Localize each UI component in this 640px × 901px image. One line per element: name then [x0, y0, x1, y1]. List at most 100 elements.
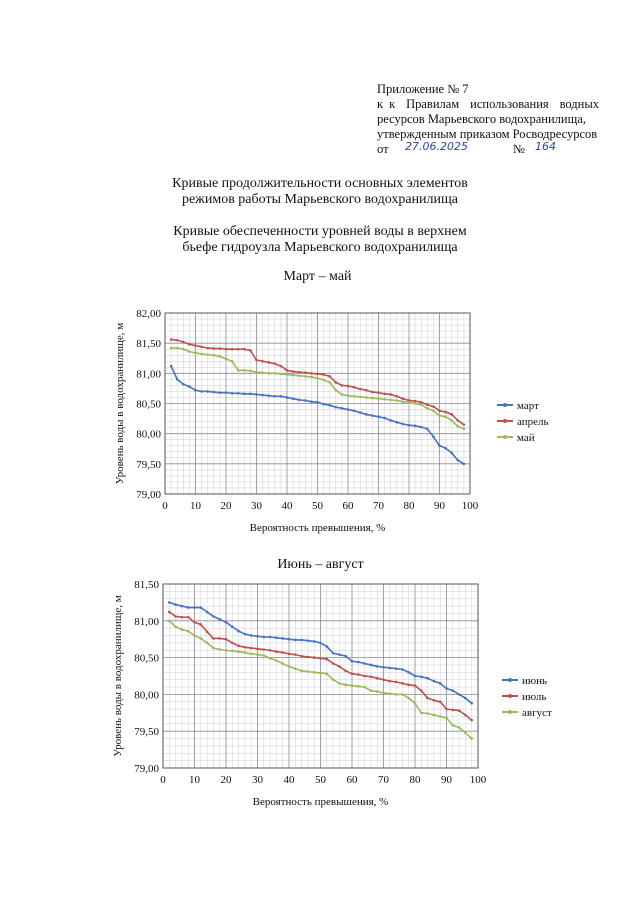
- point: [281, 662, 285, 665]
- point: [256, 634, 259, 638]
- point: [350, 672, 354, 676]
- x-tick-label: 0: [160, 774, 166, 786]
- point: [445, 707, 448, 711]
- point: [200, 352, 203, 356]
- point: [224, 637, 228, 641]
- point: [383, 392, 386, 396]
- point: [450, 419, 454, 422]
- point: [273, 362, 277, 365]
- y-tick-label: 80,50: [136, 399, 161, 411]
- plot-border: [162, 583, 479, 769]
- point: [279, 394, 283, 398]
- point: [199, 606, 203, 609]
- point: [401, 693, 404, 696]
- point: [457, 693, 461, 696]
- point: [291, 397, 295, 400]
- point: [273, 394, 277, 398]
- point: [464, 731, 467, 734]
- x-tick-label: 40: [284, 774, 296, 786]
- y-tick-label: 79,00: [134, 763, 159, 775]
- point: [199, 637, 203, 640]
- legend-marker: [503, 419, 507, 423]
- point: [297, 374, 301, 378]
- x-tick-label: 100: [470, 774, 487, 786]
- point: [426, 403, 429, 407]
- point: [261, 393, 264, 397]
- point: [438, 682, 442, 685]
- x-tick-label: 80: [410, 774, 422, 786]
- point: [267, 372, 271, 375]
- y-tick-label: 81,00: [134, 616, 159, 628]
- point: [212, 646, 215, 650]
- legend-label: август: [522, 707, 552, 719]
- point: [358, 395, 362, 399]
- legend-marker: [503, 403, 507, 407]
- point: [267, 394, 271, 397]
- point: [287, 637, 291, 641]
- point: [205, 630, 209, 634]
- point: [432, 698, 436, 702]
- point: [401, 682, 404, 685]
- point: [218, 637, 221, 640]
- point: [451, 708, 455, 712]
- point: [194, 344, 197, 347]
- x-tick-label: 50: [315, 774, 327, 786]
- point: [382, 678, 385, 681]
- point: [457, 726, 461, 729]
- point: [249, 349, 252, 352]
- x-tick-label: 70: [373, 500, 385, 512]
- point: [243, 369, 246, 372]
- point: [340, 393, 344, 396]
- point: [237, 650, 240, 654]
- x-tick-label: 90: [434, 500, 446, 512]
- point: [346, 384, 350, 388]
- point: [438, 409, 441, 413]
- point: [365, 396, 368, 399]
- point: [444, 446, 447, 450]
- point: [231, 649, 234, 653]
- point: [338, 653, 341, 656]
- point: [401, 397, 405, 400]
- point: [193, 634, 196, 637]
- x-axis-label: Вероятность превышения, %: [250, 522, 386, 534]
- point: [363, 685, 366, 689]
- point: [371, 414, 374, 417]
- point: [294, 667, 297, 670]
- point: [395, 420, 399, 424]
- x-tick-label: 100: [462, 500, 479, 512]
- point: [206, 353, 209, 356]
- point: [334, 381, 338, 384]
- point: [180, 628, 184, 631]
- point: [462, 423, 466, 426]
- point: [256, 647, 259, 651]
- annex: Приложение № 7: [377, 82, 469, 96]
- point: [300, 638, 303, 642]
- x-tick-label: 80: [404, 500, 416, 512]
- point: [444, 410, 447, 414]
- legend-label: май: [517, 432, 535, 444]
- point: [243, 392, 246, 396]
- point: [319, 671, 322, 675]
- point: [426, 407, 429, 410]
- point: [186, 615, 190, 619]
- point: [243, 645, 247, 649]
- point: [331, 662, 335, 665]
- x-tick-label: 0: [162, 500, 168, 512]
- point: [182, 340, 185, 344]
- x-tick-label: 30: [251, 500, 263, 512]
- point: [470, 737, 474, 740]
- point: [255, 393, 258, 396]
- point: [268, 635, 272, 639]
- point: [168, 601, 171, 604]
- point: [371, 390, 374, 394]
- y-axis-label: Уровень воды в водохранилище, м: [114, 323, 126, 484]
- point: [363, 662, 366, 665]
- point: [304, 371, 307, 375]
- point: [224, 391, 228, 394]
- point: [230, 391, 234, 395]
- point: [174, 625, 177, 628]
- point: [464, 713, 467, 717]
- point: [212, 353, 216, 357]
- point: [352, 394, 356, 398]
- point: [294, 653, 297, 656]
